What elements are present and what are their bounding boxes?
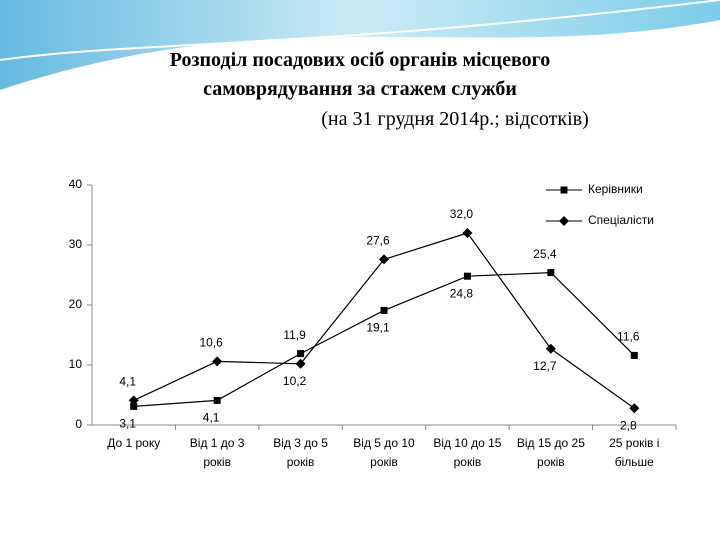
wave-line bbox=[0, 0, 720, 61]
marker bbox=[128, 395, 139, 406]
marker bbox=[547, 269, 555, 277]
value-label: 11,9 bbox=[283, 328, 306, 342]
y-tick-label: 30 bbox=[69, 237, 83, 251]
marker bbox=[560, 186, 568, 194]
value-label: 19,1 bbox=[366, 321, 390, 335]
chart-subtitle: (на 31 грудня 2014р.; відсотків) bbox=[321, 108, 589, 130]
x-tick-label: Від 15 до 25 років bbox=[516, 436, 585, 469]
x-tick-label: 25 років і більше bbox=[609, 436, 660, 469]
marker bbox=[545, 343, 556, 354]
value-label: 3,1 bbox=[119, 417, 136, 431]
marker bbox=[213, 396, 221, 404]
legend-label: Керівники bbox=[588, 182, 643, 196]
marker bbox=[379, 254, 389, 265]
marker bbox=[630, 351, 638, 359]
marker bbox=[297, 350, 305, 358]
marker bbox=[380, 306, 388, 314]
marker bbox=[212, 356, 223, 367]
y-tick-label: 20 bbox=[69, 297, 83, 311]
legend-label: Спеціалісти bbox=[588, 213, 654, 227]
value-label: 25,4 bbox=[533, 247, 557, 261]
y-tick-label: 40 bbox=[69, 177, 83, 191]
value-label: 32,0 bbox=[450, 207, 474, 221]
value-label: 12,7 bbox=[533, 359, 557, 373]
marker bbox=[463, 272, 471, 280]
y-tick-label: 10 bbox=[69, 357, 83, 371]
x-tick-label: Від 1 до 3 років bbox=[189, 436, 245, 469]
y-tick-label: 0 bbox=[75, 417, 82, 431]
x-tick-label: Від 10 до 15 років bbox=[433, 436, 502, 469]
x-tick-label: До 1 року bbox=[107, 436, 161, 450]
x-tick-label: Від 3 до 5 років bbox=[273, 436, 328, 469]
x-tick-label: Від 5 до 10 років bbox=[353, 436, 415, 469]
marker bbox=[559, 216, 569, 226]
value-label: 27,6 bbox=[366, 234, 390, 248]
value-label: 4,1 bbox=[119, 375, 136, 389]
marker bbox=[462, 228, 473, 238]
header-wave bbox=[0, 0, 720, 90]
value-label: 24,8 bbox=[450, 286, 474, 300]
value-label: 10,6 bbox=[199, 336, 223, 350]
chart-title: Розподіл посадових осіб органів місцевог… bbox=[169, 49, 551, 100]
value-label: 2,8 bbox=[620, 418, 637, 432]
value-label: 4,1 bbox=[203, 411, 220, 425]
value-label: 10,2 bbox=[283, 374, 307, 388]
marker bbox=[130, 402, 138, 410]
value-label: 11,6 bbox=[617, 330, 640, 344]
marker bbox=[629, 403, 640, 414]
marker bbox=[295, 358, 306, 369]
